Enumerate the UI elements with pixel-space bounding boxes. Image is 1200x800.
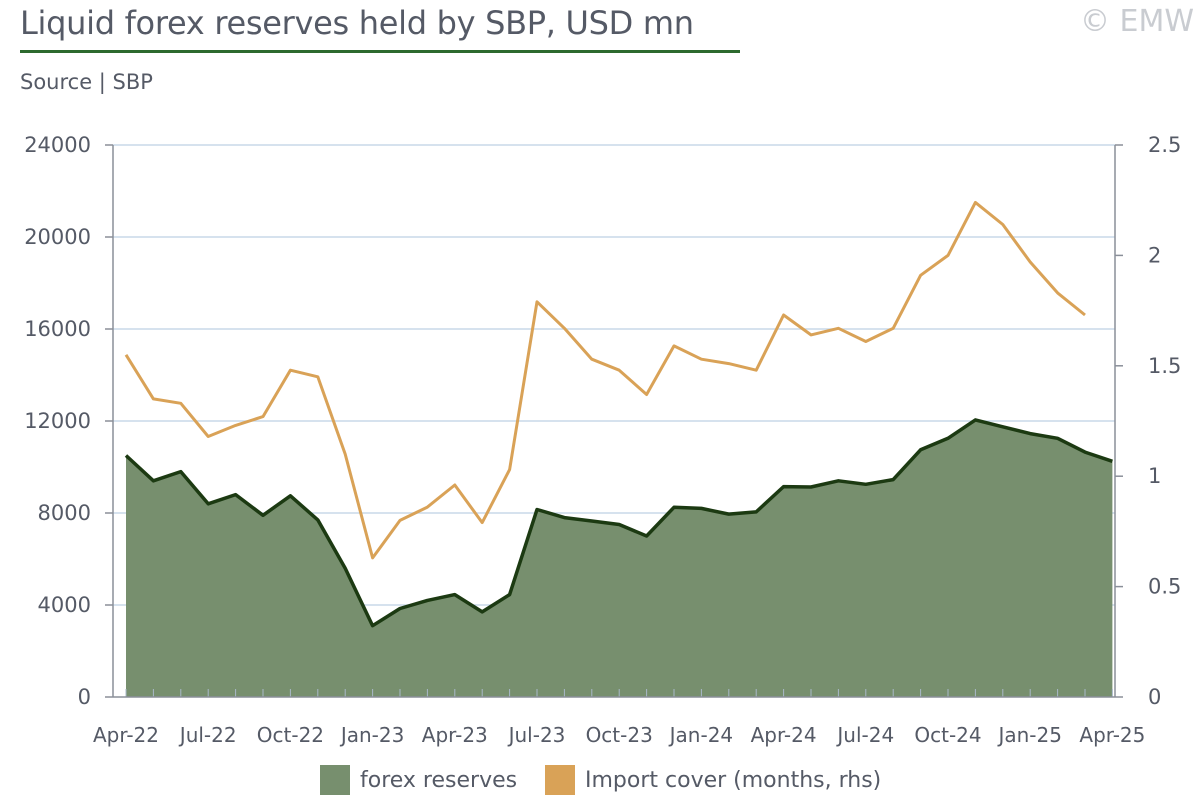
y-left-tick-label-6: 24000 [24,133,91,157]
forex-reserves-area [126,419,1113,697]
x-tick-label-2: Oct-22 [257,723,324,747]
y-right-tick-label-4: 2 [1148,243,1161,267]
copyright-mark: © EMW [1079,4,1194,39]
x-tick-label-6: Oct-23 [586,723,653,747]
y-left-tick-label-0: 0 [78,685,91,709]
x-tick-label-0: Apr-22 [93,723,159,747]
legend-swatch-forex [320,765,350,795]
x-tick-label-4: Apr-23 [422,723,488,747]
x-tick-label-9: Jul-24 [835,723,894,747]
chart-canvas: 0 4000 8000 12000 16000 20000 24000 0 0.5 1 1.5 2 2.… [24,133,1181,747]
y-left-tick-label-5: 20000 [24,225,91,249]
x-tick-label-5: Jul-23 [507,723,566,747]
x-tick-label-12: Apr-25 [1079,723,1145,747]
legend-item-import-cover: Import cover (months, rhs) [545,765,881,795]
y-right-tick-label-2: 1 [1148,464,1161,488]
y-right-tick-label-1: 0.5 [1148,575,1181,599]
y-left-tick-label-3: 12000 [24,409,91,433]
x-tick-label-8: Apr-24 [751,723,817,747]
x-tick-label-10: Oct-24 [914,723,981,747]
y-left-tick-label-1: 4000 [38,593,91,617]
legend-label-import-cover: Import cover (months, rhs) [585,767,882,793]
y-left-tick-label-2: 8000 [38,501,91,525]
y-right-tick-label-0: 0 [1148,685,1161,709]
title-underline [20,50,740,53]
source-note: Source | SBP [20,70,153,94]
x-tick-label-3: Jan-23 [339,723,405,747]
chart-title: Liquid forex reserves held by SBP, USD m… [20,4,694,42]
x-tick-label-11: Jan-25 [996,723,1062,747]
x-tick-label-7: Jan-24 [668,723,734,747]
legend-label-forex: forex reserves [360,767,518,793]
legend-swatch-import-cover [545,765,575,795]
x-tick-label-1: Jul-22 [178,723,237,747]
import-cover-line [124,200,1086,560]
y-right-tick-label-3: 1.5 [1148,354,1181,378]
legend: forex reserves Import cover (months, rhs… [0,765,1200,799]
y-left-tick-label-4: 16000 [24,317,91,341]
forex-reserves-line [124,418,1113,628]
y-right-tick-label-5: 2.5 [1148,133,1181,157]
legend-item-forex: forex reserves [320,765,517,795]
